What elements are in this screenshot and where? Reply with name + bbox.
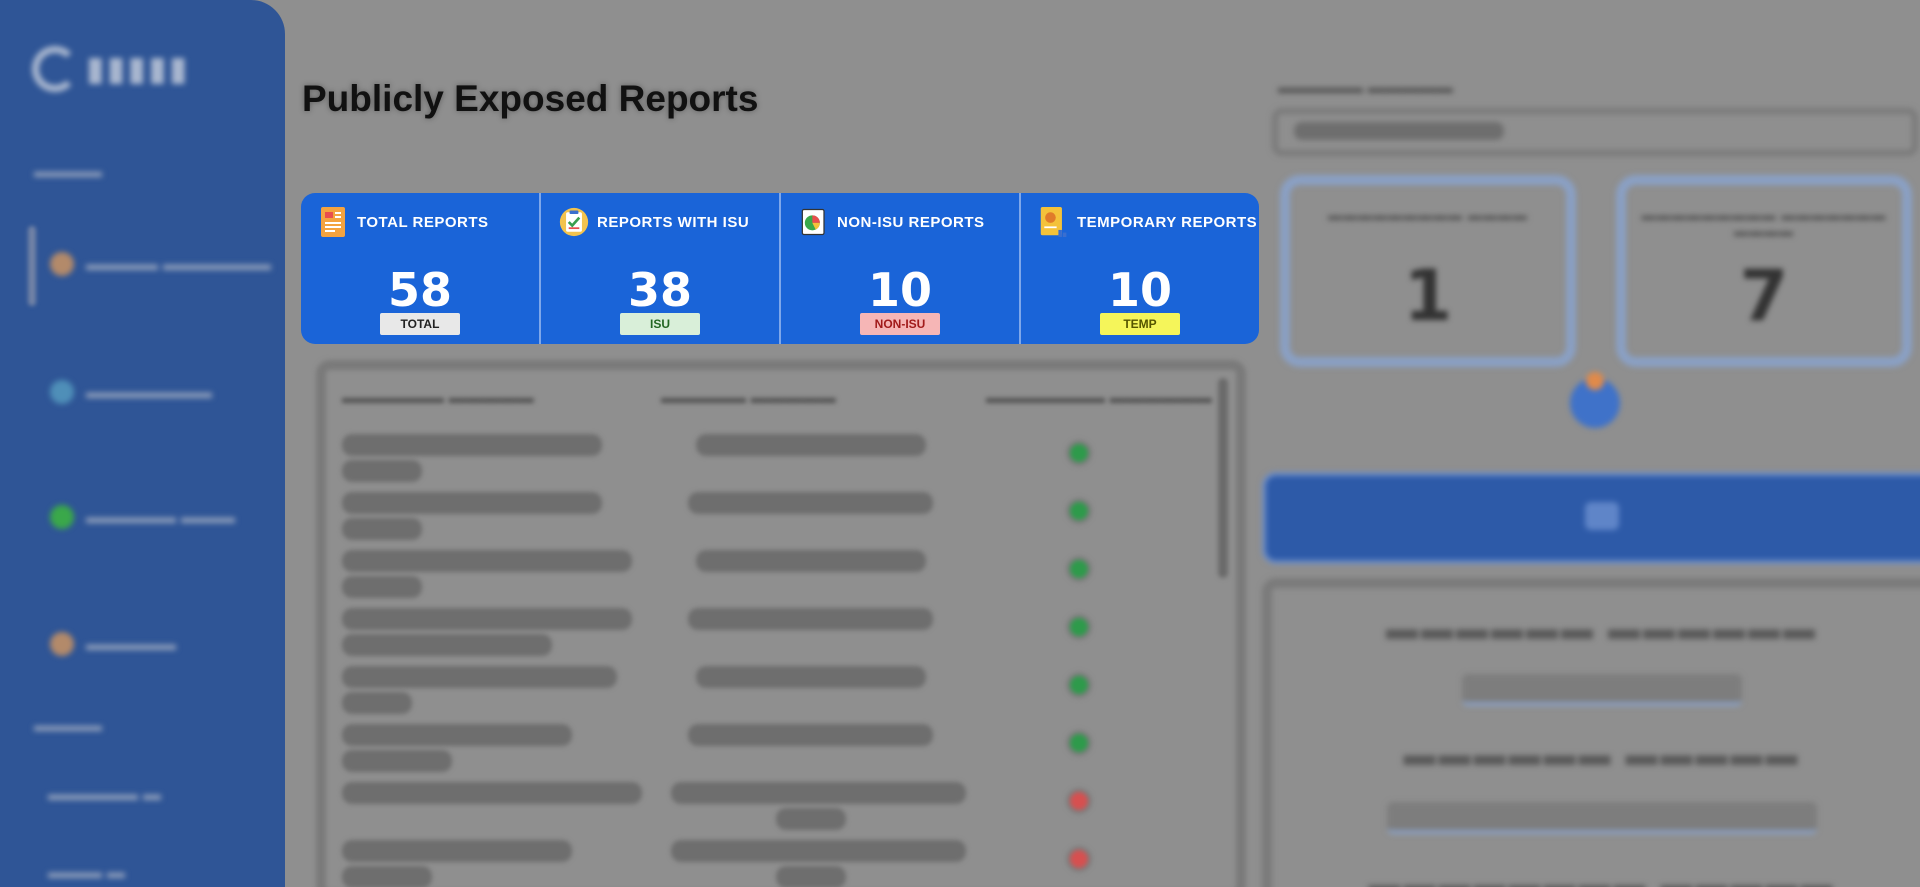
table-column-header: ▬▬▬▬▬ ▬▬▬▬▬: [661, 388, 836, 407]
sidebar-item-icon: [50, 252, 74, 276]
status-indicator: [1066, 672, 1092, 698]
section-heading: ▬▬▬▬▬▬ ▬▬▬▬▬: [1403, 736, 1801, 772]
stat-value: 38: [627, 263, 692, 317]
app-logo: ▮▮▮▮▮: [32, 46, 190, 92]
filter-label: ▬▬▬▬▬ ▬▬▬▬▬: [1278, 78, 1453, 97]
table-row[interactable]: [326, 546, 1236, 604]
stat-badge: NON-ISU: [860, 313, 940, 335]
sidebar-item[interactable]: ▬▬▬▬▬: [50, 632, 176, 656]
stat-badge: TOTAL: [380, 313, 460, 335]
temp-document-icon: [1039, 205, 1069, 239]
status-indicator: [1066, 440, 1092, 466]
sidebar-item-icon: [50, 505, 74, 529]
table-row[interactable]: [326, 662, 1236, 720]
stat-reports-with-isu[interactable]: REPORTS WITH ISU 38 ISU: [539, 193, 779, 344]
sidebar-item[interactable]: ▬▬▬▬ ▬▬▬▬▬▬: [50, 252, 271, 276]
status-indicator: [1066, 846, 1092, 872]
stat-value: 10: [867, 263, 932, 317]
stat-temporary-reports[interactable]: TEMPORARY REPORTS 10 TEMP: [1019, 193, 1259, 344]
table-column-header: ▬▬▬▬▬▬▬ ▬▬▬▬▬▬: [986, 388, 1212, 407]
report-chip: [1462, 674, 1742, 706]
sidebar-section-heading: ▬▬▬▬: [34, 716, 102, 735]
table-row[interactable]: [326, 488, 1236, 546]
sidebar-link[interactable]: ▬▬▬ ▬: [48, 862, 126, 882]
sidebar-link[interactable]: ▬▬▬▬▬ ▬: [48, 784, 162, 804]
table-row[interactable]: [326, 836, 1236, 887]
reports-table: ▬▬▬▬▬▬ ▬▬▬▬▬ ▬▬▬▬▬ ▬▬▬▬▬ ▬▬▬▬▬▬▬ ▬▬▬▬▬▬: [316, 360, 1246, 887]
status-indicator: [1066, 614, 1092, 640]
custom-report-panel: ▬▬▬▬▬▬ ▬▬▬▬▬▬ ▬▬▬▬▬▬ ▬▬▬▬▬ ▬▬▬▬▬▬▬▬ ▬▬▬▬…: [1262, 578, 1920, 887]
user-avatar-icon[interactable]: [1570, 372, 1620, 428]
table-row[interactable]: [326, 778, 1236, 836]
status-indicator: [1066, 730, 1092, 756]
stat-badge: ISU: [620, 313, 700, 335]
sidebar-section-heading: ▬▬▬▬: [34, 162, 102, 181]
metric-value: 1: [1403, 255, 1453, 337]
section-heading: ▬▬▬▬▬▬ ▬▬▬▬▬▬: [1386, 610, 1818, 646]
table-row[interactable]: [326, 430, 1236, 488]
metric-card: ▬▬▬▬▬▬▬▬▬ ▬▬▬▬▬▬▬ ▬▬▬▬ 7: [1616, 175, 1912, 367]
table-column-header: ▬▬▬▬▬▬ ▬▬▬▬▬: [342, 388, 534, 407]
stats-summary-card: TOTAL REPORTS 58 TOTAL REPORTS WITH ISU …: [301, 193, 1259, 344]
page-title: Publicly Exposed Reports: [302, 78, 759, 119]
sidebar: ▮▮▮▮▮ ▬▬▬▬ ▬▬▬▬ ▬▬▬▬▬▬ ▬▬▬▬▬▬▬ ▬▬▬▬▬ ▬▬▬…: [0, 0, 285, 887]
action-banner-button[interactable]: [1262, 472, 1920, 564]
stat-value: 10: [1107, 263, 1172, 317]
table-scrollbar[interactable]: [1218, 378, 1228, 578]
report-select[interactable]: [1272, 108, 1918, 156]
pie-report-icon: [799, 205, 829, 239]
stat-label: NON-ISU REPORTS: [837, 213, 985, 231]
report-stack-icon: [319, 205, 349, 239]
stat-label: TOTAL REPORTS: [357, 213, 489, 231]
metric-value: 7: [1739, 255, 1789, 337]
table-row[interactable]: [326, 720, 1236, 778]
banner-icon: [1585, 502, 1619, 530]
section-heading: ▬▬▬▬▬▬▬▬ ▬▬▬▬▬: [1368, 866, 1836, 887]
stat-label: TEMPORARY REPORTS: [1077, 213, 1258, 231]
stat-value: 58: [387, 263, 452, 317]
status-indicator: [1066, 556, 1092, 582]
status-indicator: [1066, 788, 1092, 814]
sidebar-item[interactable]: ▬▬▬▬▬▬▬: [50, 380, 212, 404]
owner-chip: [1387, 802, 1817, 834]
table-row[interactable]: [326, 604, 1236, 662]
stat-total-reports[interactable]: TOTAL REPORTS 58 TOTAL: [301, 193, 539, 344]
stat-label: REPORTS WITH ISU: [597, 213, 750, 231]
stat-non-isu-reports[interactable]: NON-ISU REPORTS 10 NON-ISU: [779, 193, 1019, 344]
logo-mark-icon: [32, 46, 78, 92]
sidebar-item-icon: [50, 632, 74, 656]
logo-wordmark: ▮▮▮▮▮: [86, 49, 190, 89]
sidebar-item-icon: [50, 380, 74, 404]
clipboard-check-icon: [559, 205, 589, 239]
stat-badge: TEMP: [1100, 313, 1180, 335]
sidebar-active-indicator: [28, 226, 36, 306]
metric-card: ▬▬▬▬▬▬▬▬▬ ▬▬▬▬ 1: [1280, 175, 1576, 367]
sidebar-item[interactable]: ▬▬▬▬▬ ▬▬▬: [50, 505, 235, 529]
status-indicator: [1066, 498, 1092, 524]
